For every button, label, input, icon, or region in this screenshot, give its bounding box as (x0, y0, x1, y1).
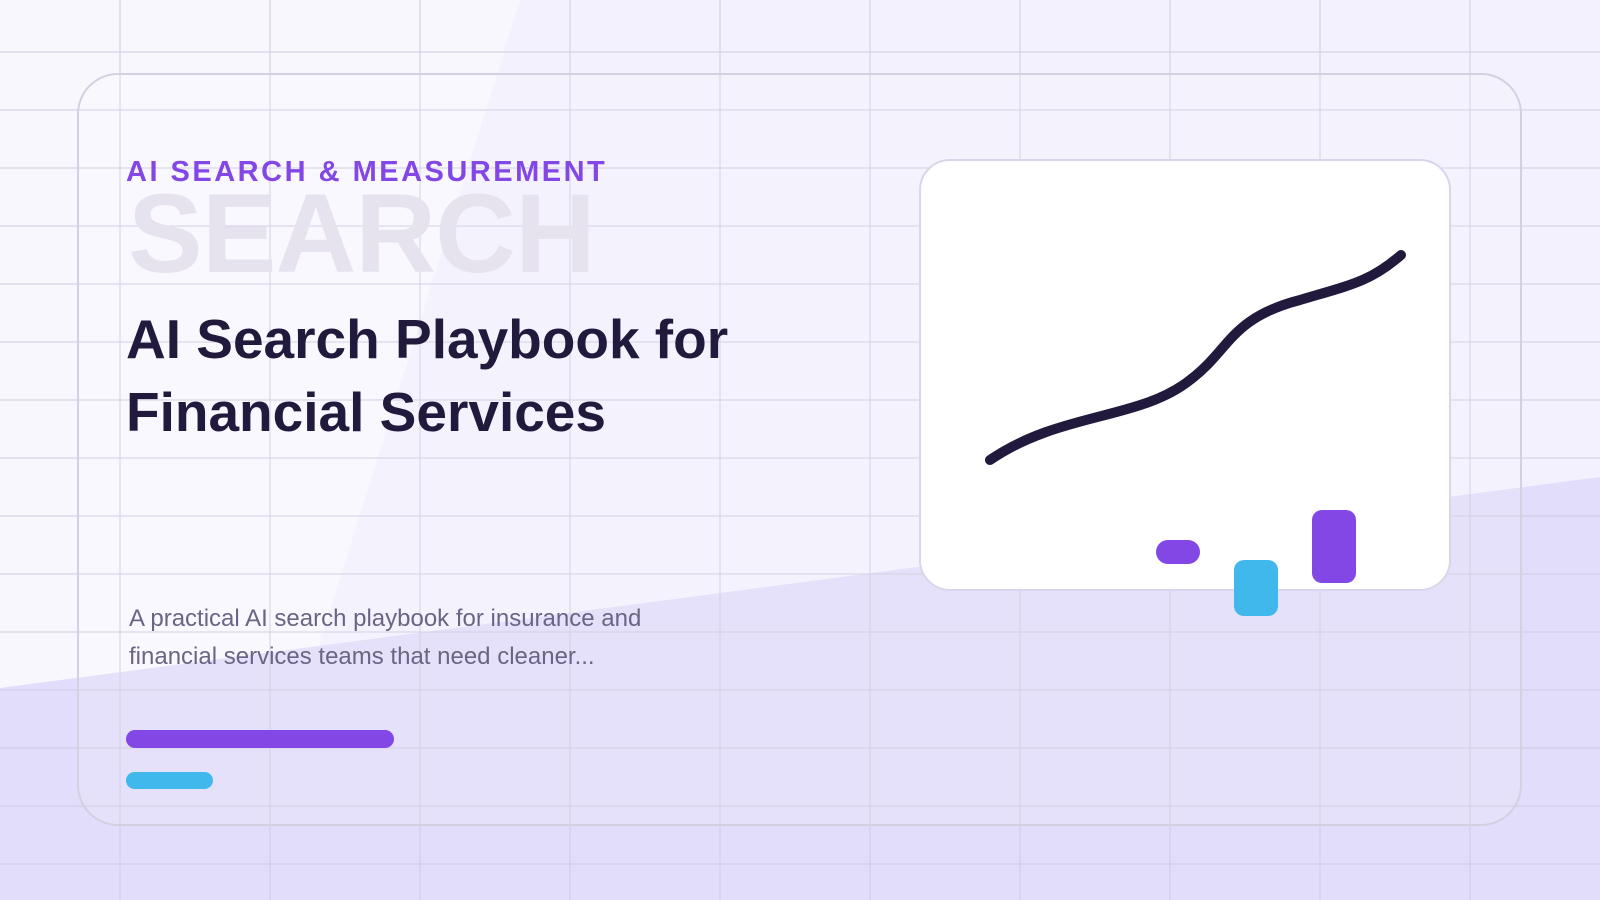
eyebrow: AI SEARCH & MEASUREMENT (126, 156, 608, 188)
bar-accent (1234, 560, 1278, 616)
description: A practical AI search playbook for insur… (129, 605, 642, 670)
chart-card (919, 159, 1451, 591)
title: AI Search Playbook for Financial Service… (126, 308, 729, 443)
bar-accent (1312, 510, 1356, 583)
accent-bar (126, 772, 213, 789)
trend-line (985, 250, 1406, 465)
bar-accent (1156, 540, 1200, 564)
accent-bar (126, 730, 394, 748)
watermark: SEARCH (128, 171, 596, 296)
